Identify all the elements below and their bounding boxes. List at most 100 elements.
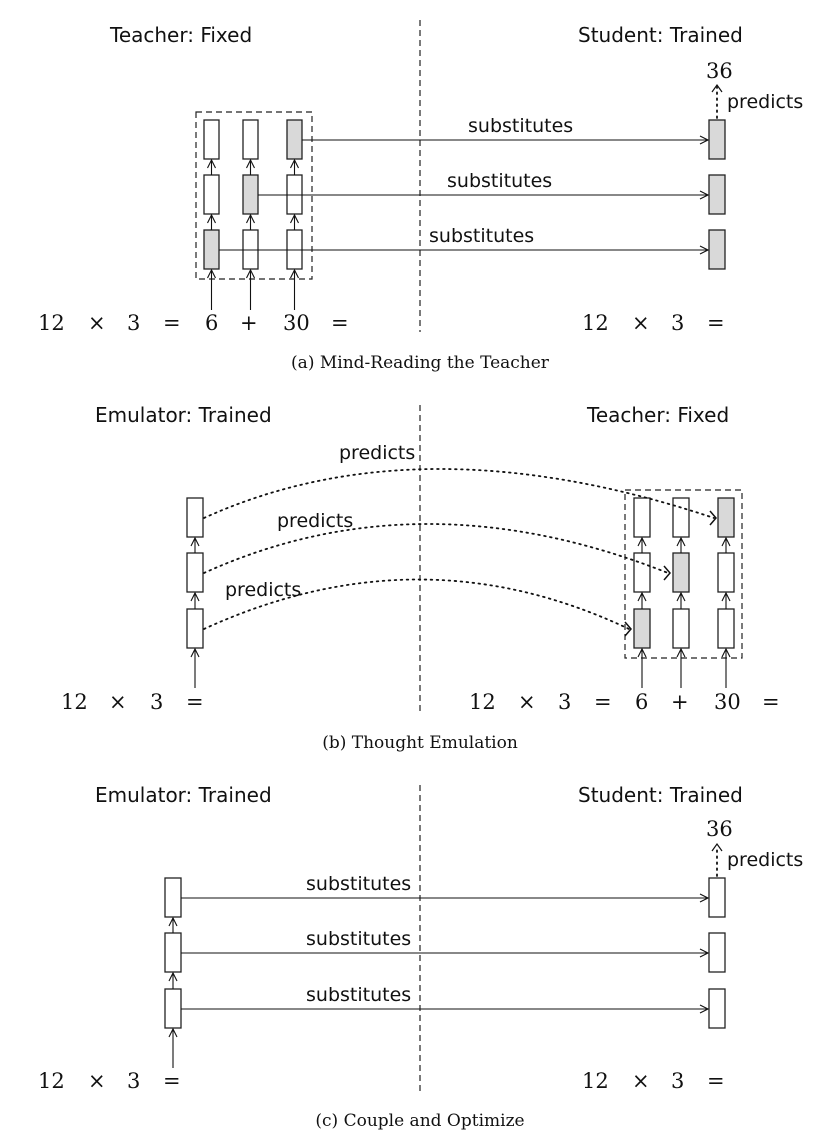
teacher-state-highlighted xyxy=(633,608,651,649)
teacher-state xyxy=(717,552,735,593)
teacher-state xyxy=(203,174,220,215)
student-state-highlighted xyxy=(708,119,726,160)
equation-token: 6 xyxy=(635,690,648,714)
equation-token: 12 xyxy=(38,311,65,335)
equation-token: + xyxy=(240,311,258,335)
panel-b: Emulator: Trained Teacher: Fixed xyxy=(61,403,780,753)
teacher-state xyxy=(633,497,651,538)
predicts-label: predicts xyxy=(727,91,803,113)
equation-token: = xyxy=(163,1069,181,1093)
panel-a-caption: (a) Mind-Reading the Teacher xyxy=(291,353,550,373)
equation-token: × xyxy=(88,1069,106,1093)
teacher-frame xyxy=(195,111,313,280)
predicts-label: predicts xyxy=(277,510,353,532)
teacher-state-highlighted xyxy=(672,552,690,593)
substitute-label: substitutes xyxy=(306,984,411,1006)
substitute-label: substitutes xyxy=(468,115,573,137)
substitute-label: substitutes xyxy=(306,873,411,895)
teacher-state xyxy=(672,497,690,538)
equation-token: = xyxy=(762,690,780,714)
panel-c: Emulator: Trained Student: Trained subst… xyxy=(38,783,803,1131)
substitute-label: substitutes xyxy=(429,225,534,247)
teacher-state xyxy=(633,552,651,593)
substitute-label: substitutes xyxy=(447,170,552,192)
emulator-state xyxy=(164,988,182,1029)
output-value: 36 xyxy=(706,59,733,83)
equation-token: 12 xyxy=(469,690,496,714)
panel-c-right-equation: 12 × 3 = xyxy=(582,1069,725,1093)
equation-token: × xyxy=(632,311,650,335)
emulator-state xyxy=(164,932,182,973)
emulator-state xyxy=(186,552,204,593)
equation-token: 30 xyxy=(714,690,741,714)
equation-token: 30 xyxy=(283,311,310,335)
equation-token: × xyxy=(109,690,127,714)
equation-token: = xyxy=(594,690,612,714)
emulator-state xyxy=(186,608,204,649)
equation-token: 3 xyxy=(127,1069,140,1093)
panel-b-right-equation: 12 × 3 = 6 + 30 = xyxy=(469,690,780,714)
emulator-state xyxy=(164,877,182,918)
output-value: 36 xyxy=(706,817,733,841)
teacher-state-highlighted xyxy=(717,497,735,538)
predicts-label: predicts xyxy=(727,849,803,871)
equation-token: × xyxy=(518,690,536,714)
predicts-arrowhead xyxy=(711,83,723,93)
equation-token: 3 xyxy=(671,1069,684,1093)
panel-b-left-equation: 12 × 3 = xyxy=(61,690,204,714)
teacher-frame xyxy=(624,489,743,659)
teacher-state xyxy=(672,608,690,649)
teacher-state xyxy=(717,608,735,649)
equation-token: 3 xyxy=(558,690,571,714)
equation-token: = xyxy=(163,311,181,335)
substitute-label: substitutes xyxy=(306,928,411,950)
panel-b-right-title: Teacher: Fixed xyxy=(586,403,729,427)
panel-b-caption: (b) Thought Emulation xyxy=(322,733,518,753)
equation-token: + xyxy=(671,690,689,714)
equation-token: 6 xyxy=(205,311,218,335)
panel-a-left-title: Teacher: Fixed xyxy=(109,23,252,47)
equation-token: 3 xyxy=(150,690,163,714)
panel-c-left-title: Emulator: Trained xyxy=(95,783,272,807)
predicts-label: predicts xyxy=(225,579,301,601)
equation-token: = xyxy=(707,1069,725,1093)
panel-c-left-equation: 12 × 3 = xyxy=(38,1069,181,1093)
equation-token: 3 xyxy=(127,311,140,335)
equation-token: 12 xyxy=(61,690,88,714)
panel-a-right-title: Student: Trained xyxy=(578,23,743,47)
predicts-arrowhead xyxy=(663,565,671,581)
predicts-arrowhead xyxy=(709,510,717,526)
teacher-state-highlighted xyxy=(286,119,303,160)
student-state xyxy=(708,932,726,973)
equation-token: 3 xyxy=(671,311,684,335)
student-state-highlighted xyxy=(708,229,726,270)
teacher-state xyxy=(203,119,220,160)
panel-a-right-equation: 12 × 3 = xyxy=(582,311,725,335)
emulator-state xyxy=(186,497,204,538)
predicts-label: predicts xyxy=(339,442,415,464)
student-state-highlighted xyxy=(708,174,726,215)
equation-token: 12 xyxy=(582,311,609,335)
equation-token: = xyxy=(331,311,349,335)
equation-token: = xyxy=(186,690,204,714)
panel-c-right-title: Student: Trained xyxy=(578,783,743,807)
predicts-curve xyxy=(203,468,715,519)
teacher-state xyxy=(242,119,259,160)
predicts-arrowhead xyxy=(711,842,723,852)
predicts-curve xyxy=(203,578,630,630)
panel-a: Teacher: Fixed Student: Trained xyxy=(38,20,803,373)
predicts-curve xyxy=(203,523,669,574)
panel-a-left-equation: 12 × 3 = 6 + 30 = xyxy=(38,311,349,335)
equation-token: × xyxy=(632,1069,650,1093)
panel-c-caption: (c) Couple and Optimize xyxy=(315,1111,524,1131)
equation-token: 12 xyxy=(582,1069,609,1093)
student-state xyxy=(708,877,726,918)
panel-b-left-title: Emulator: Trained xyxy=(95,403,272,427)
equation-token: 12 xyxy=(38,1069,65,1093)
teacher-state-highlighted xyxy=(242,174,259,215)
student-state xyxy=(708,988,726,1029)
equation-token: × xyxy=(88,311,106,335)
predicts-arrowhead xyxy=(624,621,632,637)
teacher-state-highlighted xyxy=(203,229,220,270)
